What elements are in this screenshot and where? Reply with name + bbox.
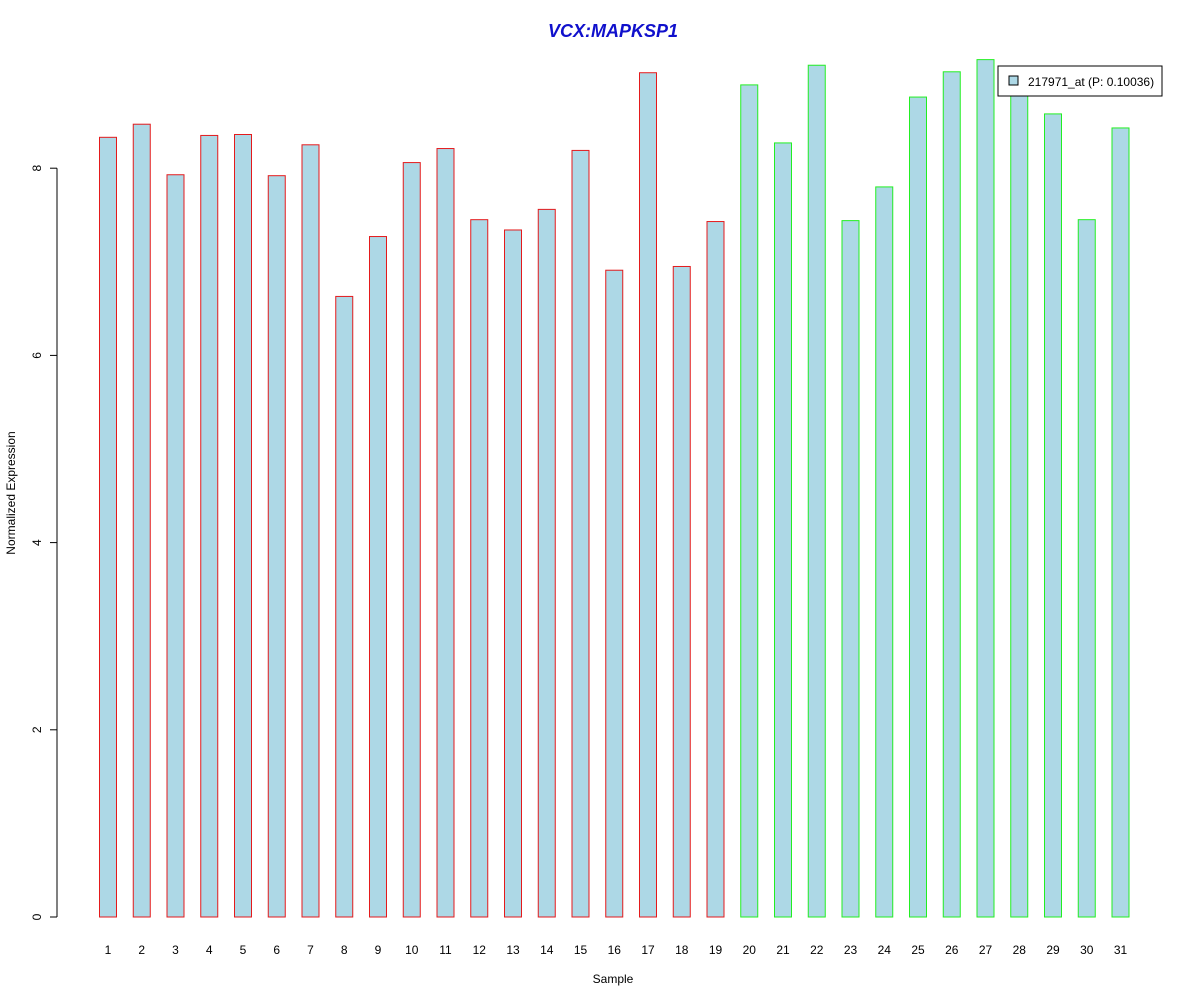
bar-sample-14 [537, 208, 556, 918]
x-tick-label: 31 [1114, 943, 1128, 957]
bar-sample-3 [166, 174, 185, 918]
x-tick-label: 3 [172, 943, 179, 957]
bar-sample-13 [504, 229, 522, 918]
x-tick-label: 22 [810, 943, 824, 957]
x-tick-label: 26 [945, 943, 959, 957]
y-axis-label: Normalized Expression [4, 431, 18, 554]
x-tick-label: 27 [979, 943, 993, 957]
x-tick-label: 29 [1046, 943, 1060, 957]
x-tick-label: 13 [506, 943, 520, 957]
y-tick-label: 2 [30, 726, 44, 733]
x-tick-label: 6 [273, 943, 280, 957]
legend-box [997, 65, 1163, 97]
legend-label: 217971_at (P: 0.10036) [1028, 75, 1154, 89]
bar-sample-28 [1010, 92, 1029, 918]
bar-sample-24 [875, 186, 894, 918]
bars [99, 59, 1130, 918]
bar-sample-23 [841, 220, 860, 918]
x-tick-label: 19 [709, 943, 723, 957]
x-tick-label: 1 [105, 943, 112, 957]
x-tick-label: 21 [776, 943, 790, 957]
bar-sample-4 [200, 134, 219, 918]
bar-sample-9 [369, 236, 387, 918]
y-axis: 0 2 4 6 8 [30, 165, 58, 920]
y-tick-label: 8 [30, 165, 44, 172]
x-tick-label: 4 [206, 943, 213, 957]
x-tick-labels: 1 2 3 4 5 6 7 8 9 10 11 12 13 14 15 16 17 18 19 20 21 22 23 24 2… [105, 943, 1128, 957]
x-tick-label: 15 [574, 943, 588, 957]
x-tick-label: 10 [405, 943, 419, 957]
bar-sample-6 [267, 175, 286, 918]
x-tick-label: 7 [307, 943, 314, 957]
x-tick-label: 18 [675, 943, 689, 957]
x-tick-label: 14 [540, 943, 554, 957]
bar-sample-11 [436, 148, 455, 918]
legend-swatch [1008, 75, 1019, 86]
bar-sample-26 [942, 71, 961, 918]
bar-sample-1 [99, 136, 117, 918]
bar-sample-2 [132, 123, 151, 918]
bar-sample-19 [706, 221, 725, 918]
bar-sample-12 [470, 219, 489, 918]
x-tick-label: 11 [439, 943, 452, 957]
x-tick-label: 30 [1080, 943, 1094, 957]
bar-sample-22 [807, 64, 826, 918]
x-axis-label: Sample [593, 972, 634, 986]
bar-sample-29 [1044, 113, 1062, 918]
bar-sample-16 [605, 269, 624, 918]
legend: 217971_at (P: 0.10036) [997, 65, 1163, 97]
bar-sample-27 [976, 59, 995, 918]
x-tick-label: 16 [608, 943, 622, 957]
x-tick-label: 17 [641, 943, 655, 957]
x-tick-label: 20 [743, 943, 757, 957]
x-tick-label: 9 [375, 943, 382, 957]
chart-title: VCX:MAPKSP1 [548, 21, 678, 41]
bar-sample-25 [909, 96, 927, 918]
y-tick-label: 4 [30, 539, 44, 546]
bar-sample-15 [571, 149, 590, 918]
bar-sample-10 [402, 162, 421, 918]
x-tick-label: 24 [878, 943, 892, 957]
bar-sample-8 [335, 295, 354, 918]
x-tick-label: 8 [341, 943, 348, 957]
bar-sample-20 [740, 84, 759, 918]
bar-sample-7 [301, 144, 320, 918]
bar-sample-5 [234, 134, 252, 918]
bar-sample-30 [1077, 219, 1096, 918]
x-tick-label: 12 [473, 943, 487, 957]
x-tick-label: 23 [844, 943, 858, 957]
y-tick-label: 6 [30, 352, 44, 359]
bar-sample-18 [672, 265, 691, 918]
y-tick-label: 0 [30, 913, 44, 920]
bar-sample-31 [1111, 127, 1130, 918]
bar-sample-17 [639, 72, 657, 918]
x-tick-label: 28 [1013, 943, 1027, 957]
x-tick-label: 25 [911, 943, 925, 957]
x-tick-label: 2 [138, 943, 145, 957]
x-tick-label: 5 [240, 943, 247, 957]
bar-sample-21 [774, 142, 792, 918]
